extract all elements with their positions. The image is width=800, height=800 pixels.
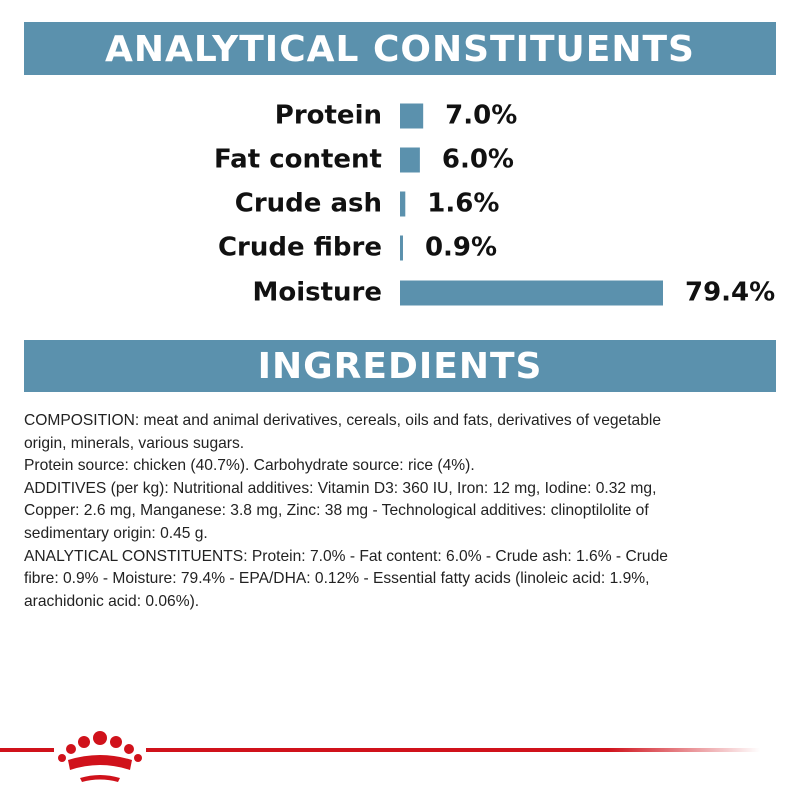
category-label: Crude ash	[235, 189, 382, 219]
ingredients-text: COMPOSITION: meat and animal derivatives…	[24, 410, 784, 613]
category-label: Protein	[275, 101, 382, 131]
value-label: 6.0%	[442, 145, 514, 175]
text-line: sedimentary origin: 0.45 g.	[24, 524, 208, 542]
bar	[400, 235, 403, 261]
crown-logo	[54, 731, 146, 782]
category-label: Crude fibre	[218, 233, 382, 263]
value-label: 0.9%	[425, 233, 497, 263]
text-line: COMPOSITION: meat and animal derivatives…	[24, 412, 662, 429]
text-line: Copper: 2.6 mg, Manganese: 3.8 mg, Zinc:…	[24, 502, 649, 520]
text-line: ANALYTICAL CONSTITUENTS: Protein: 7.0% -…	[24, 547, 668, 565]
header-band	[24, 22, 776, 75]
bar	[400, 103, 424, 129]
text-line: ADDITIVES (per kg): Nutritional additive…	[24, 479, 657, 497]
bar-chart: Protein 7.0% Fat content 6.0% Crude ash 1.6% C…	[214, 101, 775, 308]
bar	[400, 280, 663, 306]
text-line: Protein source: chicken (40.7%). Carbohy…	[24, 457, 475, 475]
bar	[400, 191, 406, 217]
bar	[400, 147, 420, 173]
text-line: fibre: 0.9% - Moisture: 79.4% - EPA/DHA:…	[24, 570, 650, 588]
category-label: Moisture	[252, 278, 382, 308]
value-label: 7.0%	[445, 101, 517, 131]
chart-title: ANALYTICAL CONSTITUENTS	[105, 29, 695, 70]
section-title: INGREDIENTS	[258, 346, 543, 387]
text-line: arachidonic acid: 0.06%).	[24, 592, 200, 610]
decor-line	[0, 748, 760, 752]
text-line: origin, minerals, various sugars.	[24, 434, 245, 452]
category-label: Fat content	[214, 145, 382, 175]
value-label: 1.6%	[427, 189, 499, 219]
header-band	[24, 340, 776, 392]
value-label: 79.4%	[685, 278, 775, 308]
